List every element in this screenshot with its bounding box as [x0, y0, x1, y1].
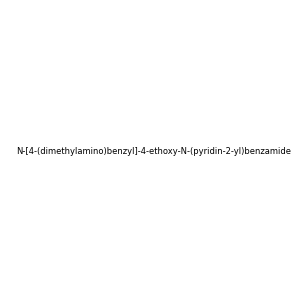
- Text: N-[4-(dimethylamino)benzyl]-4-ethoxy-N-(pyridin-2-yl)benzamide: N-[4-(dimethylamino)benzyl]-4-ethoxy-N-(…: [16, 147, 291, 156]
